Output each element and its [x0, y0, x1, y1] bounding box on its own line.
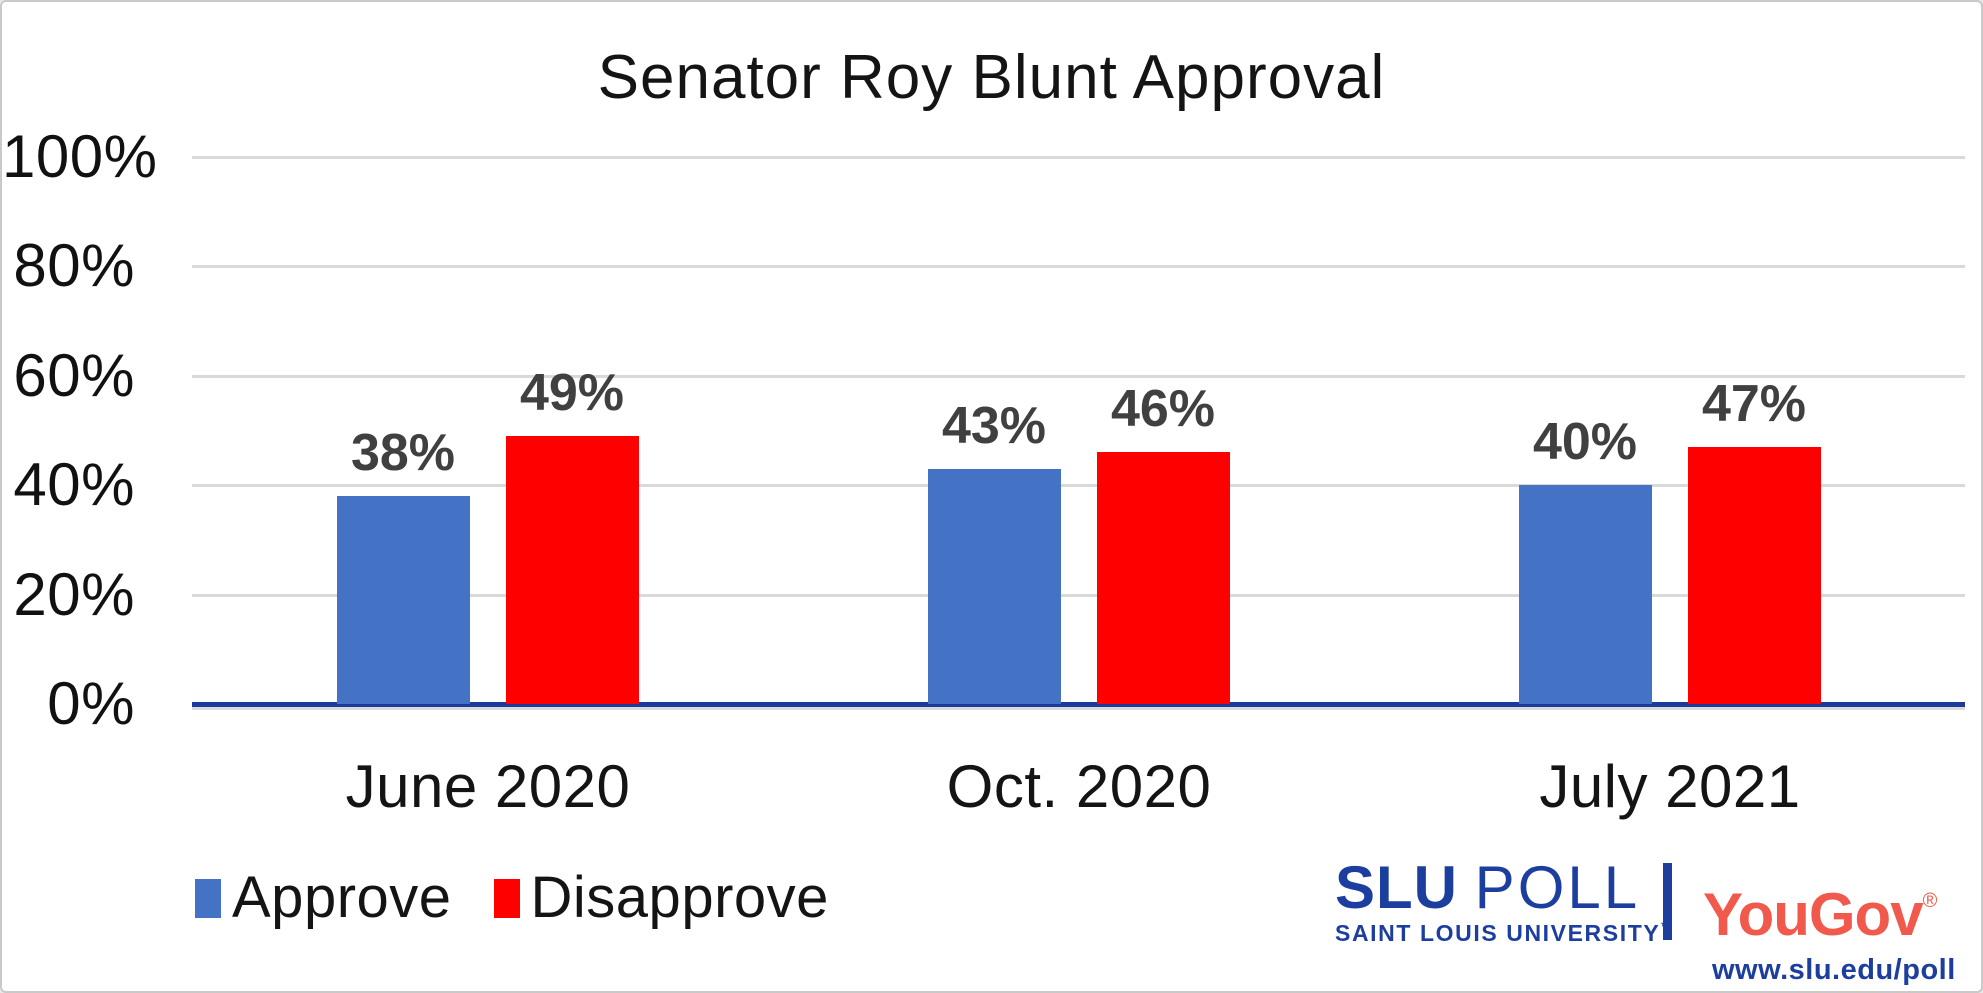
legend-label-approve: Approve	[232, 865, 452, 930]
bar-disapprove-1	[506, 436, 639, 704]
y-axis-label-20: 20%	[13, 560, 135, 628]
gridline-40	[192, 484, 1965, 488]
legend-label-disapprove: Disapprove	[530, 865, 829, 930]
slu-logo-text: SLU	[1335, 854, 1458, 921]
y-axis-label-60: 60%	[13, 341, 135, 409]
legend: Approve Disapprove	[195, 866, 871, 930]
zero-gridline	[192, 707, 1965, 710]
logo-divider	[1663, 863, 1672, 940]
y-axis-label-80: 80%	[13, 232, 135, 300]
gridline-20	[192, 593, 1965, 597]
y-axis-label-0: 0%	[47, 670, 135, 737]
registered-symbol: ®	[1922, 890, 1938, 912]
gridline-100	[192, 156, 1965, 159]
value-label-disapprove-1: 49%	[519, 364, 625, 422]
branding-block: SLU POLL SAINT LOUIS UNIVERSITY™ YouGov®…	[1332, 857, 1972, 991]
value-label-approve-1: 38%	[350, 424, 456, 482]
legend-item-disapprove: Disapprove	[493, 865, 829, 930]
value-label-disapprove-2: 46%	[1110, 380, 1216, 438]
x-axis-line	[192, 702, 1965, 707]
value-label-approve-3: 40%	[1532, 413, 1638, 471]
bar-approve-3	[1519, 485, 1652, 704]
legend-item-approve: Approve	[195, 866, 452, 930]
poll-logo-text: POLL	[1474, 854, 1641, 921]
slu-poll-url: www.slu.edu/poll	[1712, 954, 1956, 986]
value-label-disapprove-3: 47%	[1701, 375, 1807, 433]
y-axis-label-100: 100%	[2, 123, 158, 190]
gridline-80	[192, 265, 1965, 269]
bar-approve-1	[337, 496, 470, 704]
x-axis-label-3: July 2021	[1539, 753, 1801, 820]
legend-swatch-approve	[195, 878, 221, 918]
bar-disapprove-2	[1097, 452, 1230, 704]
bar-approve-2	[928, 469, 1061, 704]
value-label-approve-2: 43%	[941, 397, 1047, 455]
legend-swatch-disapprove	[493, 878, 520, 918]
y-axis-label-40: 40%	[13, 451, 135, 519]
bar-disapprove-3	[1688, 447, 1821, 704]
slu-poll-logo: SLU POLL	[1335, 857, 1640, 919]
saint-louis-university-label: SAINT LOUIS UNIVERSITY™	[1335, 920, 1674, 947]
x-axis-label-2: Oct. 2020	[946, 753, 1212, 820]
yougov-logo: YouGov®	[1703, 881, 1938, 948]
gridline-60	[192, 374, 1965, 378]
chart-title: Senator Roy Blunt Approval	[597, 43, 1386, 112]
x-axis-label-1: June 2020	[345, 753, 631, 820]
